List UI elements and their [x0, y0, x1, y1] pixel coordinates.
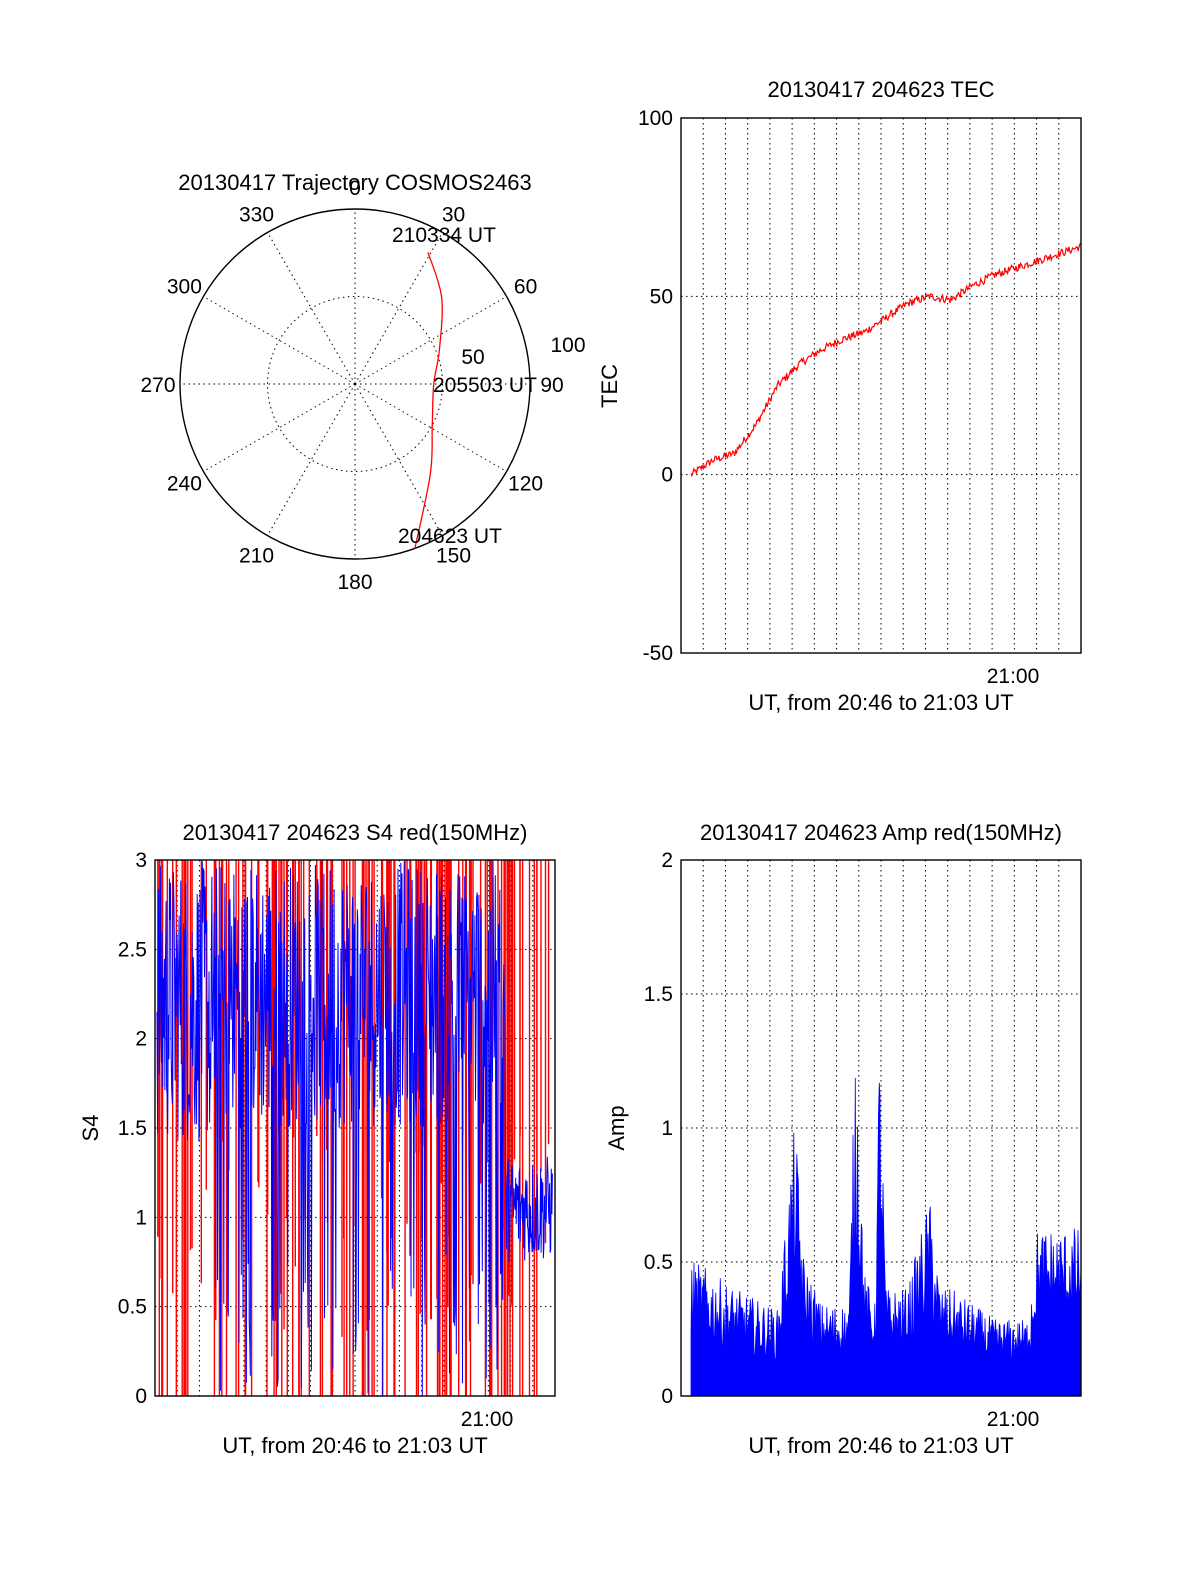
tec-ylabel: TEC: [597, 364, 622, 408]
ytick-label: 0: [135, 1385, 147, 1408]
ytick-label: 3: [135, 849, 147, 872]
polar-spoke: [267, 232, 356, 385]
amp-chart: 20130417 204623 Amp red(150MHz) 2 1.5 1 0.5…: [604, 820, 1082, 1458]
amp-xlabel: UT, from 20:46 to 21:03 UT: [748, 1433, 1013, 1458]
polar-radius-label: 100: [550, 334, 585, 357]
polar-spoke: [354, 232, 443, 385]
annotation-start-time: 204623 UT: [398, 525, 502, 548]
tec-xtick-label: 21:00: [987, 665, 1040, 688]
polar-azimuth-label: 180: [337, 571, 372, 594]
trajectory-line: [414, 252, 443, 549]
tec-yticks: 100 50 0 -50: [638, 107, 673, 665]
amp-title: 20130417 204623 Amp red(150MHz): [700, 820, 1062, 845]
ytick-label: -50: [643, 642, 673, 665]
tec-grid: [681, 118, 1081, 653]
s4-chart: 20130417 204623 S4 red(150MHz) 3 2.5 2 1.5 1…: [78, 820, 556, 1458]
ytick-label: 1.5: [644, 983, 673, 1006]
s4-xlabel: UT, from 20:46 to 21:03 UT: [222, 1433, 487, 1458]
ytick-label: 1.5: [118, 1117, 147, 1140]
polar-azimuth-label: 300: [167, 276, 202, 299]
ytick-label: 0.5: [118, 1296, 147, 1319]
polar-azimuth-label: 240: [167, 473, 202, 496]
amp-xtick-label: 21:00: [987, 1408, 1040, 1431]
polar-azimuth-label: 270: [140, 374, 175, 397]
polar-azimuth-label: 330: [239, 203, 274, 226]
annotation-end-time: 210334 UT: [392, 224, 496, 247]
ytick-label: 0: [661, 1385, 673, 1408]
annotation-mid-time: 205503 UT: [433, 374, 537, 397]
polar-spoke: [267, 383, 356, 536]
ytick-label: 2: [661, 849, 673, 872]
s4-ylabel: S4: [78, 1115, 103, 1142]
ytick-label: 2: [135, 1028, 147, 1051]
tec-xlabel: UT, from 20:46 to 21:03 UT: [748, 690, 1013, 715]
polar-azimuth-label: 60: [514, 276, 537, 299]
polar-radius-label: 50: [461, 346, 484, 369]
amp-frame: [680, 859, 1082, 1397]
s4-blue-series: [156, 860, 553, 1396]
polar-grid-circle: [267, 296, 443, 472]
polar-spoke: [203, 383, 356, 472]
polar-grid: [180, 209, 530, 559]
polar-azimuth-label: 90: [540, 374, 563, 397]
polar-title: 20130417 Trajectory COSMOS2463: [178, 170, 531, 195]
tec-chart: 20130417 204623 TEC 100 50 0 -50 21:00 UT, …: [597, 77, 1082, 715]
polar-trajectory-chart: 20130417 Trajectory COSMOS2463 0 30 60 90 12…: [140, 170, 585, 594]
polar-spoke: [354, 383, 507, 472]
s4-blue-line: [156, 860, 553, 1396]
polar-spoke: [354, 383, 443, 536]
polar-labels: 0 30 60 90 120 150 180 210 240 270 300 330 50 100: [140, 177, 585, 594]
s4-xtick-label: 21:00: [461, 1408, 514, 1431]
polar-azimuth-label: 0: [349, 177, 361, 200]
ytick-label: 50: [650, 285, 673, 308]
ytick-label: 1: [135, 1206, 147, 1229]
polar-spoke: [203, 296, 356, 385]
amp-ylabel: Amp: [604, 1105, 629, 1150]
tec-series-line: [690, 242, 1082, 478]
ytick-label: 2.5: [118, 938, 147, 961]
ytick-label: 100: [638, 107, 673, 130]
tec-frame: [680, 117, 1082, 654]
polar-azimuth-label: 210: [239, 545, 274, 568]
polar-spoke: [354, 296, 507, 385]
amp-yticks: 2 1.5 1 0.5 0: [644, 849, 673, 1408]
amp-series-area: [690, 1077, 1082, 1397]
ytick-label: 1: [661, 1117, 673, 1140]
s4-frame: [154, 859, 556, 1397]
polar-outer-circle: [179, 208, 531, 560]
ytick-label: 0: [661, 464, 673, 487]
tec-title: 20130417 204623 TEC: [767, 77, 994, 102]
s4-title: 20130417 204623 S4 red(150MHz): [183, 820, 528, 845]
ytick-label: 0.5: [644, 1251, 673, 1274]
polar-azimuth-label: 30: [442, 203, 465, 226]
polar-azimuth-label: 120: [508, 473, 543, 496]
polar-azimuth-label: 150: [436, 545, 471, 568]
s4-yticks: 3 2.5 2 1.5 1 0.5 0: [118, 849, 147, 1408]
